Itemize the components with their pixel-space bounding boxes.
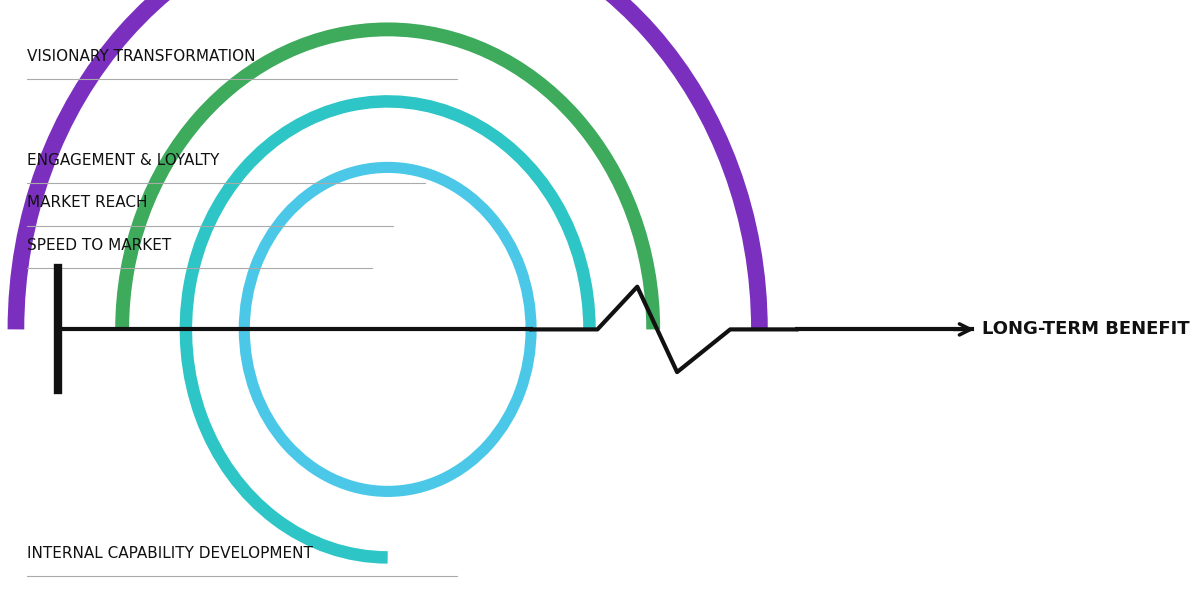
Text: SPEED TO MARKET: SPEED TO MARKET — [26, 238, 170, 253]
Text: VISIONARY TRANSFORMATION: VISIONARY TRANSFORMATION — [26, 49, 256, 64]
Text: ENGAGEMENT & LOYALTY: ENGAGEMENT & LOYALTY — [26, 152, 218, 168]
Text: MARKET REACH: MARKET REACH — [26, 195, 148, 210]
Text: LONG-TERM BENEFIT: LONG-TERM BENEFIT — [983, 320, 1190, 339]
Text: INTERNAL CAPABILITY DEVELOPMENT: INTERNAL CAPABILITY DEVELOPMENT — [26, 546, 312, 561]
